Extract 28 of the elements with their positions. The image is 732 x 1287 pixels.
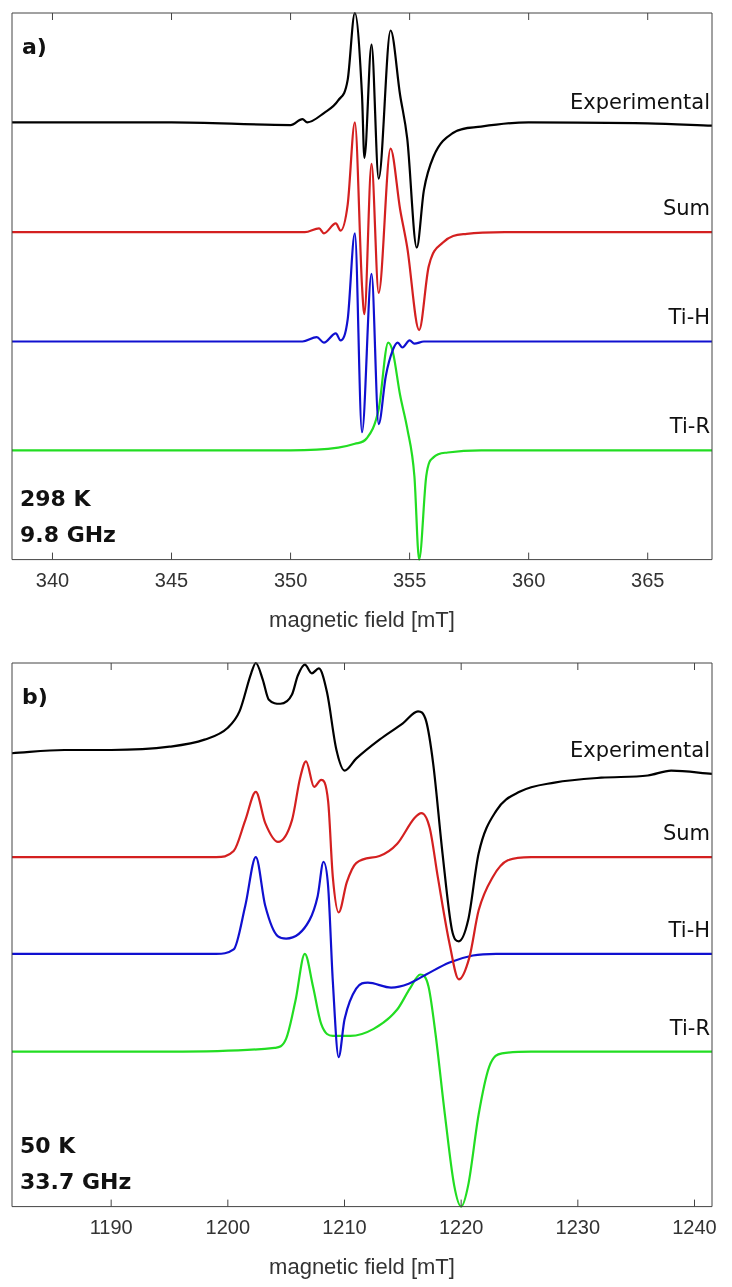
- x-tick-label: 1230: [555, 1216, 601, 1239]
- x-tick-label: 340: [35, 569, 70, 592]
- series-label: Experimental: [569, 737, 710, 762]
- x-tick-label: 1220: [438, 1216, 484, 1239]
- annotation: b): [22, 683, 48, 709]
- x-axis-title: magnetic field [mT]: [269, 1253, 455, 1279]
- series-label: Ti-H: [667, 917, 710, 942]
- x-tick-label: 1200: [205, 1216, 251, 1239]
- series-label: Ti-R: [668, 414, 710, 439]
- x-tick-label: 1190: [89, 1216, 133, 1239]
- x-tick-label: 355: [392, 569, 427, 592]
- x-tick-label: 360: [511, 569, 546, 592]
- series-label: Ti-H: [667, 305, 710, 330]
- x-tick-label: 1240: [672, 1216, 717, 1239]
- x-tick-label: 350: [273, 569, 308, 592]
- x-tick-label: 1210: [322, 1216, 367, 1239]
- annotation: 50 K: [20, 1133, 77, 1159]
- series-label: Experimental: [569, 89, 710, 114]
- annotation: 33.7 GHz: [20, 1169, 132, 1195]
- series-label: Sum: [662, 821, 710, 846]
- annotation: 9.8 GHz: [20, 522, 116, 548]
- x-tick-label: 365: [631, 569, 665, 592]
- annotation: a): [22, 33, 47, 59]
- annotation: 298 K: [20, 486, 92, 512]
- x-axis-title: magnetic field [mT]: [269, 606, 455, 632]
- series-label: Sum: [662, 196, 710, 221]
- x-tick-label: 345: [154, 569, 189, 592]
- series-label: Ti-R: [668, 1015, 710, 1040]
